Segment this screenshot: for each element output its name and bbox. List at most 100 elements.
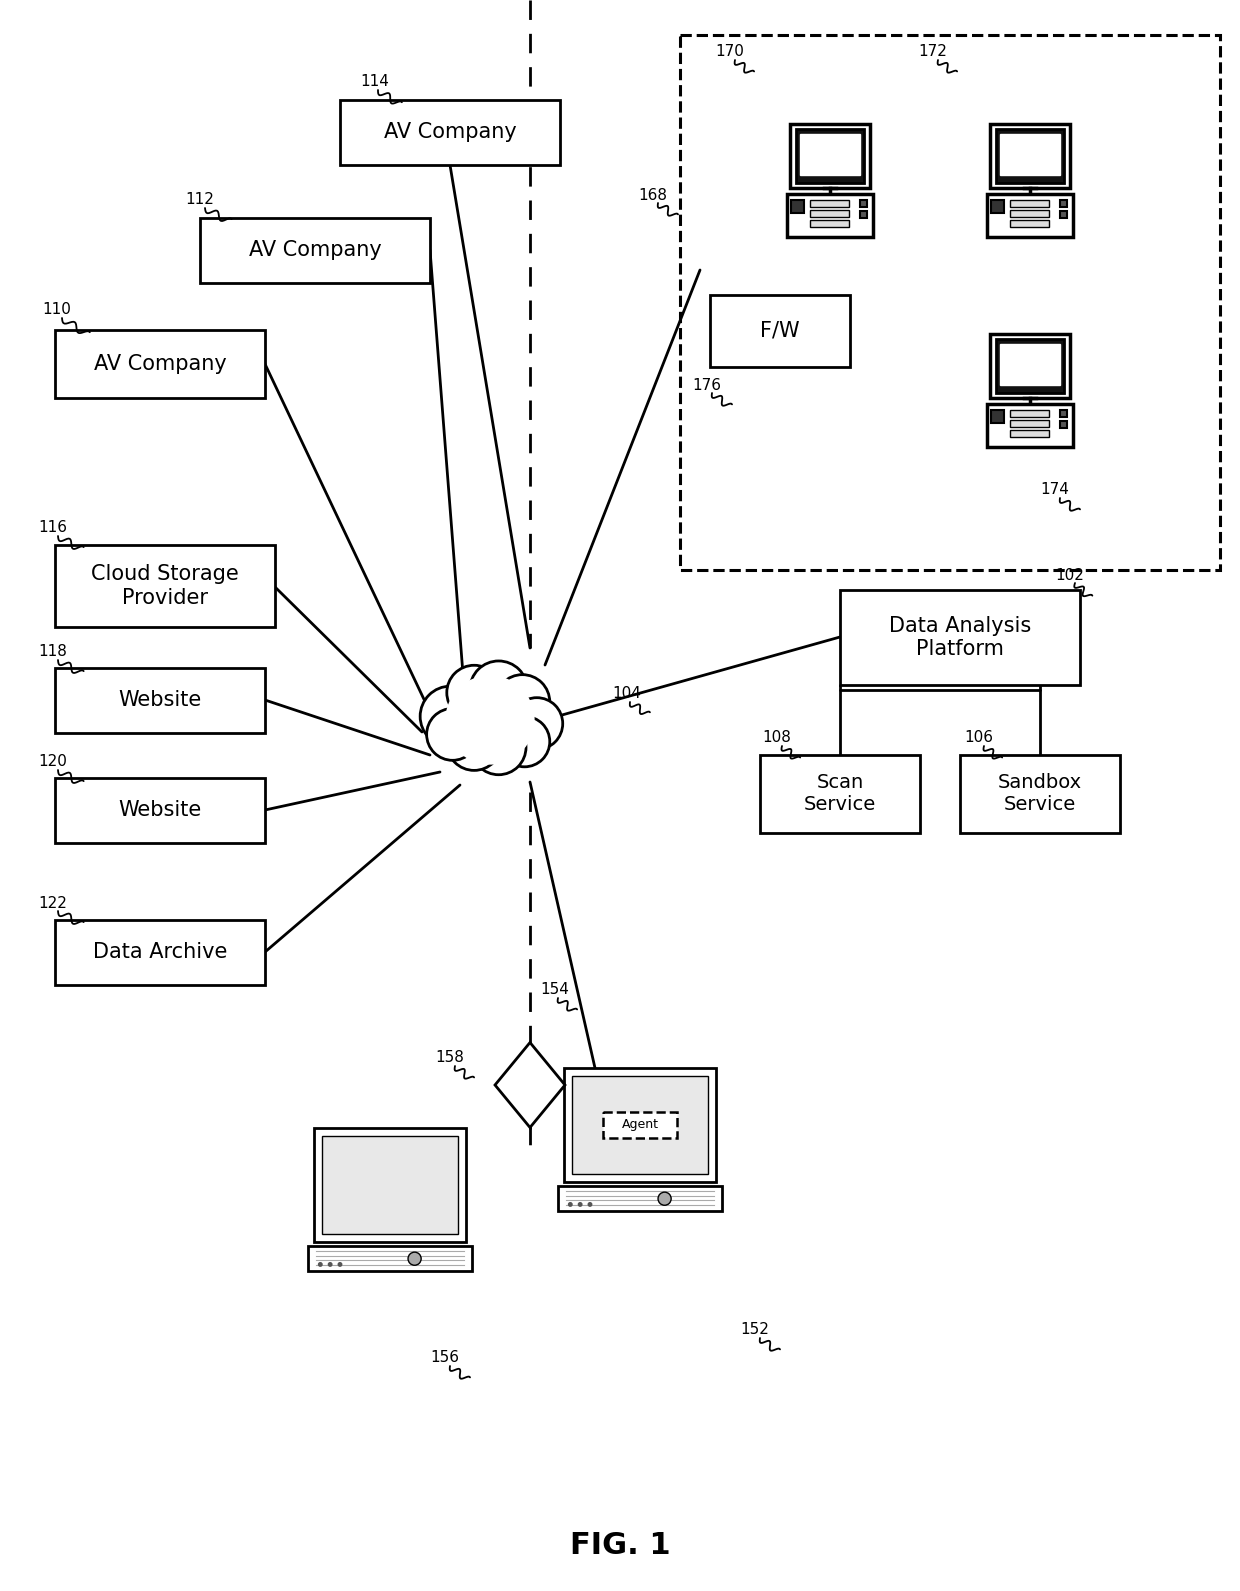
Bar <box>314 1128 466 1243</box>
Text: 174: 174 <box>1040 482 1069 498</box>
Bar <box>810 210 849 218</box>
Text: Sandbox
Service: Sandbox Service <box>998 773 1083 815</box>
Text: 114: 114 <box>360 75 389 89</box>
Text: 168: 168 <box>639 188 667 202</box>
Circle shape <box>658 1192 671 1206</box>
Bar <box>564 1068 715 1182</box>
Bar <box>996 339 1064 393</box>
Text: 120: 120 <box>38 754 67 770</box>
Text: 172: 172 <box>918 45 947 59</box>
Text: Website: Website <box>118 690 202 711</box>
Circle shape <box>408 1252 422 1265</box>
Bar <box>680 35 1220 570</box>
Text: FIG. 1: FIG. 1 <box>569 1531 671 1559</box>
Text: 176: 176 <box>692 377 720 393</box>
Circle shape <box>471 721 526 775</box>
Bar <box>861 200 868 207</box>
Circle shape <box>436 667 544 773</box>
Bar <box>55 329 265 398</box>
Text: F/W: F/W <box>760 321 800 340</box>
Circle shape <box>446 665 501 721</box>
Bar <box>810 220 849 228</box>
Bar <box>991 124 1070 188</box>
Text: 106: 106 <box>963 730 993 746</box>
Circle shape <box>337 1262 342 1266</box>
Bar <box>322 1136 458 1235</box>
Bar <box>711 294 849 368</box>
Text: Agent: Agent <box>621 1118 658 1131</box>
Text: 118: 118 <box>38 644 67 660</box>
Bar <box>796 129 864 183</box>
Bar <box>573 1076 708 1174</box>
Text: 108: 108 <box>763 730 791 746</box>
Bar <box>960 756 1120 834</box>
Text: 104: 104 <box>613 686 641 702</box>
Bar <box>55 920 265 985</box>
Bar <box>1009 220 1049 228</box>
Bar <box>991 334 1070 398</box>
Bar <box>1001 344 1059 385</box>
Bar <box>810 200 849 207</box>
Bar <box>1009 420 1049 428</box>
Circle shape <box>568 1201 573 1208</box>
Bar <box>340 100 560 165</box>
Text: AV Company: AV Company <box>94 355 227 374</box>
Bar <box>55 778 265 843</box>
Text: Data Archive: Data Archive <box>93 942 227 963</box>
Text: 122: 122 <box>38 896 67 910</box>
Text: 116: 116 <box>38 520 67 536</box>
Bar <box>801 134 859 175</box>
Bar <box>200 218 430 283</box>
Bar <box>787 194 873 237</box>
Circle shape <box>511 698 563 749</box>
Bar <box>760 756 920 834</box>
Bar <box>1060 210 1068 218</box>
Bar <box>1009 210 1049 218</box>
Bar <box>991 200 1004 213</box>
Text: Cloud Storage
Provider: Cloud Storage Provider <box>91 565 239 608</box>
Text: Scan
Service: Scan Service <box>804 773 877 815</box>
Bar <box>987 194 1073 237</box>
Bar <box>1060 410 1068 417</box>
Circle shape <box>317 1262 322 1266</box>
Text: AV Company: AV Company <box>249 240 382 261</box>
Bar <box>558 1187 722 1211</box>
Text: 112: 112 <box>185 193 213 207</box>
Text: 152: 152 <box>740 1322 769 1338</box>
Bar <box>1009 410 1049 417</box>
Bar <box>987 404 1073 447</box>
Text: 102: 102 <box>1055 568 1084 582</box>
Text: 154: 154 <box>539 983 569 998</box>
Text: 170: 170 <box>715 45 744 59</box>
Bar <box>790 124 869 188</box>
Text: Data Analysis
Platform: Data Analysis Platform <box>889 616 1032 659</box>
Text: 156: 156 <box>430 1351 459 1365</box>
Bar <box>1001 134 1059 175</box>
Bar <box>991 410 1004 423</box>
Bar <box>1009 430 1049 438</box>
Bar <box>791 200 804 213</box>
Circle shape <box>500 716 549 767</box>
Bar <box>308 1246 472 1271</box>
Circle shape <box>427 708 479 760</box>
Circle shape <box>445 675 534 765</box>
Polygon shape <box>495 1042 565 1128</box>
Text: 110: 110 <box>42 302 71 318</box>
Bar <box>55 668 265 733</box>
Bar <box>55 546 275 627</box>
Circle shape <box>470 660 527 719</box>
Bar <box>861 210 868 218</box>
Text: AV Company: AV Company <box>383 123 516 143</box>
Circle shape <box>578 1201 583 1208</box>
Bar <box>1009 200 1049 207</box>
Bar <box>1060 420 1068 428</box>
Circle shape <box>420 686 481 746</box>
Text: 158: 158 <box>435 1050 464 1066</box>
Circle shape <box>446 716 501 770</box>
Circle shape <box>588 1201 593 1208</box>
Bar <box>603 1112 677 1138</box>
Circle shape <box>495 675 549 729</box>
Text: Website: Website <box>118 800 202 821</box>
Bar <box>839 590 1080 686</box>
Circle shape <box>327 1262 332 1266</box>
